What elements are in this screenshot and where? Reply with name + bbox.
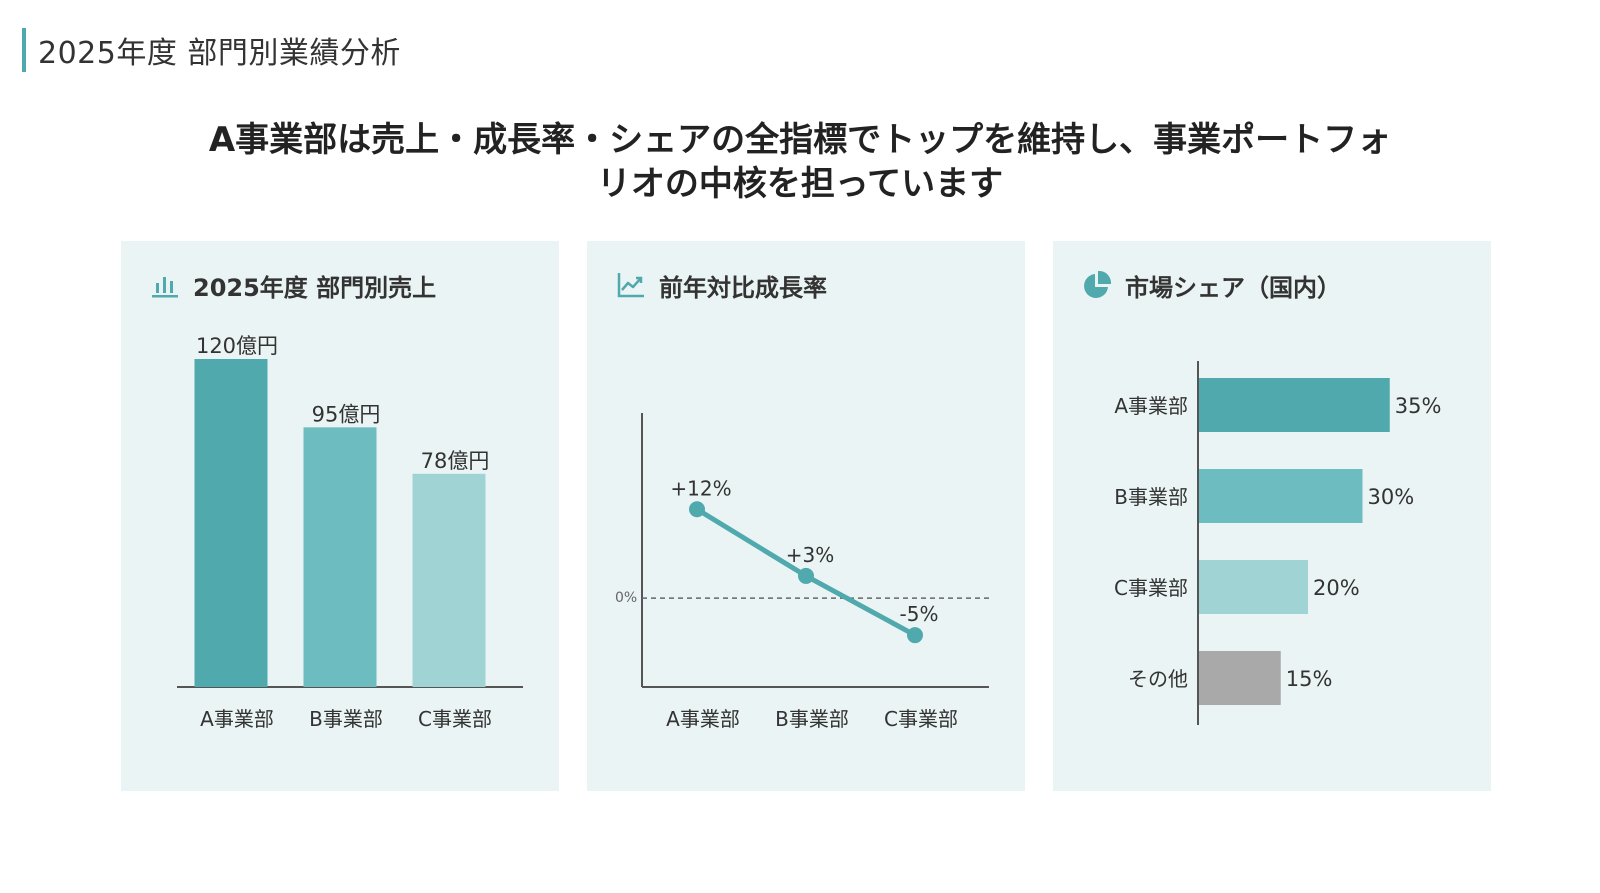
sales-panel-header: 2025年度 部門別売上 <box>149 265 436 305</box>
x-tick-label-1: A事業部 <box>666 707 740 731</box>
bar-value-label-2: 95億円 <box>312 402 381 426</box>
point-value-label-2: +3% <box>786 543 835 567</box>
data-point-1 <box>689 501 705 518</box>
growth-line-chart: 0% +12% A事業部 +3% B事業部 -5% C事業部 <box>615 413 989 731</box>
bar-value-label-3: 20% <box>1313 576 1360 600</box>
growth-panel-header: 前年対比成長率 <box>615 265 827 305</box>
page-title: 2025年度 部門別業績分析 <box>38 36 401 71</box>
y-tick-label-2: B事業部 <box>1114 485 1188 509</box>
bar-2 <box>303 427 377 687</box>
x-tick-label-1: A事業部 <box>200 707 274 731</box>
bar-chart-icon <box>152 277 178 298</box>
bar-value-label-4: 15% <box>1286 667 1333 691</box>
x-tick-label-2: B事業部 <box>775 707 849 731</box>
bar-value-label-1: 35% <box>1395 394 1442 418</box>
y-tick-label-4: その他 <box>1128 667 1188 691</box>
point-value-label-1: +12% <box>670 476 731 500</box>
bar-3 <box>412 473 486 687</box>
zero-reference-label: 0% <box>615 590 637 606</box>
data-point-2 <box>798 567 814 584</box>
y-tick-label-1: A事業部 <box>1114 394 1188 418</box>
share-panel-title: 市場シェア（国内） <box>1125 273 1341 302</box>
y-tick-label-3: C事業部 <box>1114 576 1188 600</box>
bar-value-label-3: 78億円 <box>421 449 490 473</box>
bar-4 <box>1199 651 1281 705</box>
page-header: 2025年度 部門別業績分析 <box>22 28 401 72</box>
headline-line-2: リオの中核を担っています <box>596 164 1004 204</box>
growth-panel-title: 前年対比成長率 <box>659 273 827 302</box>
line-chart-icon <box>617 273 644 298</box>
bar-value-label-1: 120億円 <box>196 334 278 358</box>
share-panel: 市場シェア（国内） 35% A事業部 30% B事業部 20% C事業部 15% その他 <box>1053 241 1491 791</box>
headline-line-1: A事業部は売上・成長率・シェアの全指標でトップを維持し、事業ポートフォ <box>208 120 1392 160</box>
bar-1 <box>1199 378 1390 432</box>
x-tick-label-2: B事業部 <box>309 707 383 731</box>
title-accent-bar <box>22 28 26 72</box>
data-point-3 <box>907 627 923 644</box>
bar-3 <box>1199 560 1308 614</box>
share-bar-chart: 35% A事業部 30% B事業部 20% C事業部 15% その他 <box>1114 361 1442 725</box>
growth-panel: 前年対比成長率 0% +12% A事業部 +3% B事業部 -5% C事業部 <box>587 241 1025 791</box>
bar-1 <box>194 359 268 687</box>
bar-value-label-2: 30% <box>1368 485 1415 509</box>
headline: A事業部は売上・成長率・シェアの全指標でトップを維持し、事業ポートフォ リオの中… <box>150 118 1450 206</box>
pie-chart-icon <box>1084 270 1112 298</box>
sales-bar-chart: 120億円 A事業部 95億円 B事業部 78億円 C事業部 <box>177 334 523 731</box>
share-panel-header: 市場シェア（国内） <box>1081 265 1341 305</box>
point-value-label-3: -5% <box>900 602 939 626</box>
bar-2 <box>1199 469 1363 523</box>
sales-panel-title: 2025年度 部門別売上 <box>193 273 437 302</box>
sales-panel: 2025年度 部門別売上 120億円 A事業部 95億円 B事業部 78億円 C事業部 <box>121 241 559 791</box>
x-tick-label-3: C事業部 <box>418 707 492 731</box>
x-tick-label-3: C事業部 <box>884 707 958 731</box>
